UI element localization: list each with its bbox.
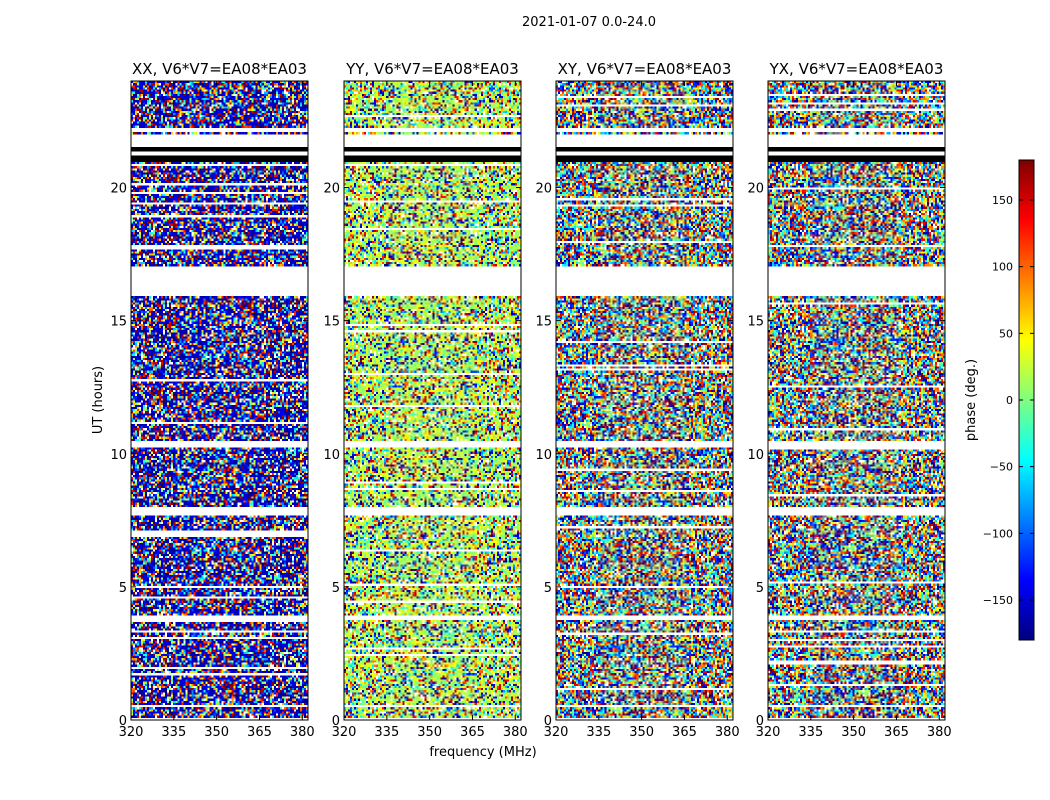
panel-xy: XY, V6*V7=EA08*EA03 320 335 350 365 380 0 5 10 15… [535,60,739,740]
colorbar-tick-label: −150 [983,594,1013,607]
x-tick-label: 335 [586,725,611,740]
x-tick-label: 350 [204,725,229,740]
colorbar: 150 100 50 0 −50 −100 −150 phase (deg.) [964,159,1035,641]
x-tick-label: 380 [290,725,315,740]
colorbar-tick-label: 0 [1006,394,1013,407]
x-tick-label: 320 [756,725,781,740]
y-tick-label: 15 [535,315,552,330]
y-axis-label: UT (hours) [91,366,106,434]
y-tick-label: 5 [544,581,552,596]
colorbar-ticks: 150 100 50 0 −50 −100 −150 [983,194,1034,607]
panel-frame [767,80,946,721]
y-tick-label: 0 [119,714,127,729]
colorbar-label: phase (deg.) [964,359,979,441]
x-tick-label: 380 [927,725,952,740]
x-tick-label: 320 [332,725,357,740]
colorbar-tick-label: 150 [992,194,1013,207]
colorbar-tick-label: −100 [983,527,1013,540]
y-tick-label: 0 [756,714,764,729]
x-tick-label: 365 [247,725,272,740]
x-tick-label: 350 [841,725,866,740]
x-tick-label: 365 [460,725,485,740]
y-tick-label: 5 [119,581,127,596]
x-tick-label: 380 [503,725,528,740]
panel-xx: XX, V6*V7=EA08*EA03 320 335 350 365 380 0 5 10 15… [110,60,314,740]
y-tick-label: 10 [110,448,127,463]
y-tick-label: 5 [756,581,764,596]
y-tick-label: 10 [535,448,552,463]
x-tick-label: 335 [374,725,399,740]
heatmap-image [131,81,308,720]
x-tick-label: 350 [417,725,442,740]
x-tick-label: 320 [544,725,569,740]
panel-frame [555,80,734,721]
heatmap-image [556,81,733,720]
y-tick-label: 20 [535,182,552,197]
panel-yy: YY, V6*V7=EA08*EA03 320 335 350 365 380 0 5 10 15… [323,60,527,740]
figure-title: 2021-01-07 0.0-24.0 [522,15,656,30]
heatmap-image [768,81,945,720]
y-tick-label: 15 [323,315,340,330]
x-tick-label: 335 [798,725,823,740]
panel-frame [343,80,522,721]
y-tick-label: 20 [747,182,764,197]
y-tick-label: 0 [332,714,340,729]
y-tick-label: 15 [110,315,127,330]
colorbar-tick-label: 100 [992,261,1013,274]
x-tick-label: 365 [884,725,909,740]
heatmap-image [344,81,521,720]
panel-yx: YX, V6*V7=EA08*EA03 320 335 350 365 380 0 5 10 15… [747,60,951,740]
colorbar-tick-label: −50 [990,461,1013,474]
x-tick-label: 350 [629,725,654,740]
x-tick-label: 335 [161,725,186,740]
x-tick-label: 380 [715,725,740,740]
y-tick-label: 15 [747,315,764,330]
y-tick-label: 5 [332,581,340,596]
y-tick-label: 20 [323,182,340,197]
colorbar-tick-label: 50 [999,327,1013,340]
panel-title: YY, V6*V7=EA08*EA03 [345,60,519,78]
panels-group: XX, V6*V7=EA08*EA03 320 335 350 365 380 0 5 10 15… [110,60,951,740]
x-tick-label: 365 [672,725,697,740]
y-tick-label: 0 [544,714,552,729]
x-tick-label: 320 [119,725,144,740]
panel-frame [130,80,309,721]
y-tick-label: 10 [323,448,340,463]
y-tick-label: 10 [747,448,764,463]
y-tick-label: 20 [110,182,127,197]
x-axis-label: frequency (MHz) [429,745,536,760]
panel-title: XY, V6*V7=EA08*EA03 [558,60,732,78]
panel-title: XX, V6*V7=EA08*EA03 [132,60,307,78]
panel-title: YX, V6*V7=EA08*EA03 [769,60,944,78]
